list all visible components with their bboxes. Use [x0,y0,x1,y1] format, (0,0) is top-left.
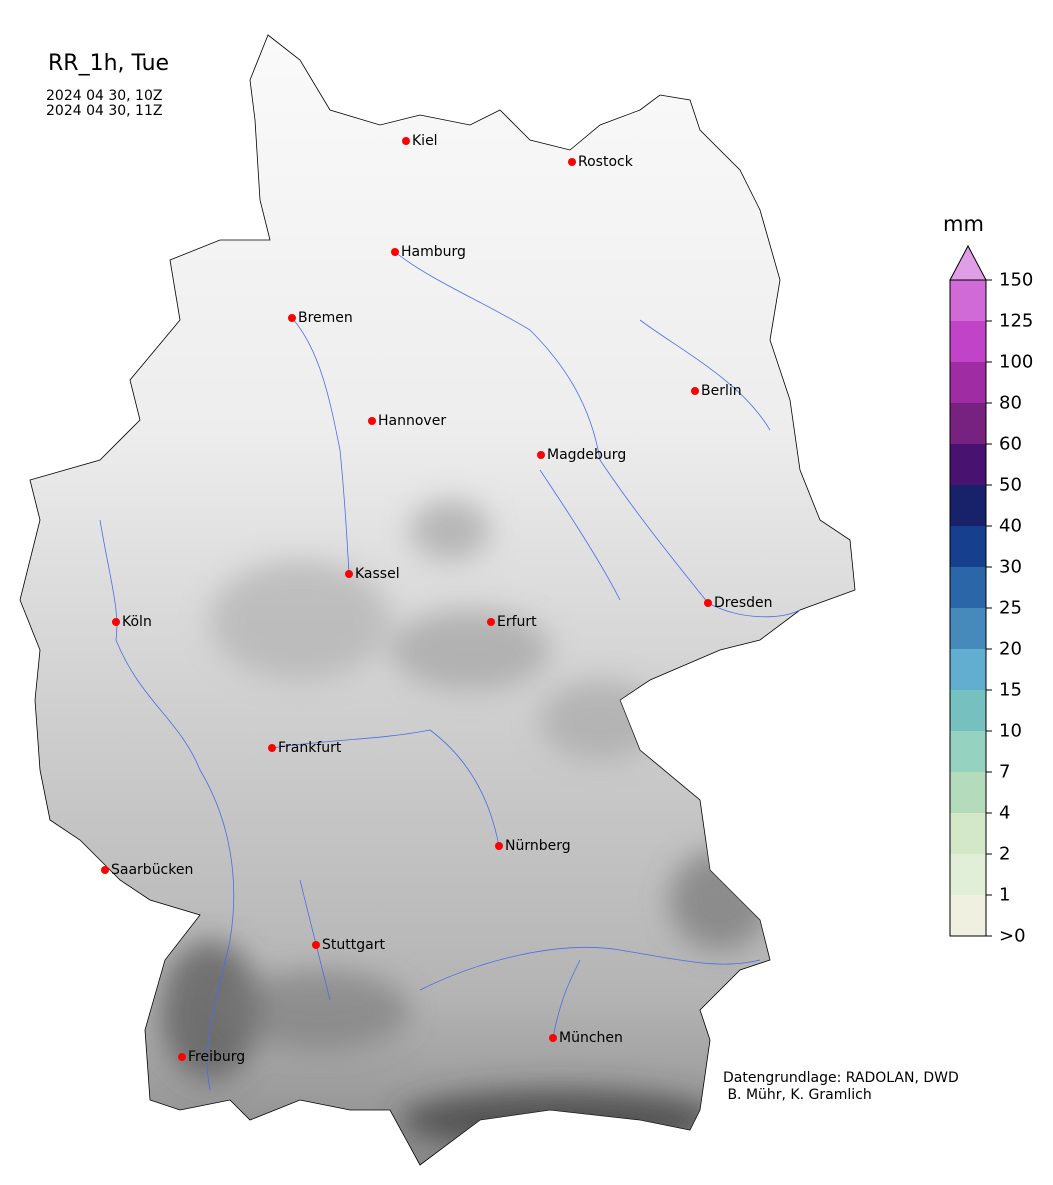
colorbar-segment [950,362,986,404]
colorbar-segment [950,321,986,363]
city-marker [178,1053,186,1061]
city-marker [549,1034,557,1042]
city-label: Hannover [378,413,447,429]
period-end: 2024 04 30, 11Z [46,103,163,119]
city-marker [391,248,399,256]
city-label: München [559,1030,623,1046]
city-marker [268,744,276,752]
city-label: Berlin [701,383,742,399]
colorbar [949,244,992,937]
colorbar-tick-label: 80 [999,392,1022,414]
city-label: Freiburg [188,1049,246,1065]
city-label: Hamburg [401,244,466,260]
city-label: Kiel [412,133,438,149]
colorbar-tick-label: 10 [999,720,1022,742]
city-marker [402,137,410,145]
city-label: Stuttgart [322,937,385,953]
city-label: Erfurt [497,614,537,630]
colorbar-tick-label: 150 [999,269,1034,291]
colorbar-segment [950,772,986,814]
colorbar-segment [950,403,986,445]
colorbar-tick-label: 1 [999,884,1011,906]
colorbar-segment [950,690,986,732]
city-marker [345,570,353,578]
city-marker [288,314,296,322]
colorbar-segment [950,813,986,855]
city-marker [368,417,376,425]
period-start: 2024 04 30, 10Z [46,88,163,104]
colorbar-tick-label: 7 [999,761,1011,783]
colorbar-tick-label: 20 [999,638,1022,660]
colorbar-segment [950,854,986,896]
colorbar-segment [950,485,986,527]
colorbar-segment [950,444,986,486]
colorbar-segment [950,280,986,322]
map-title: RR_1h, Tue [48,51,170,76]
colorbar-segment [950,731,986,773]
city-marker [704,599,712,607]
city-label: Frankfurt [278,740,342,756]
colorbar-tick-label: 125 [999,310,1034,332]
colorbar-tick-label: >0 [999,925,1026,947]
city-label: Rostock [578,154,633,170]
colorbar-tick-label: 40 [999,515,1022,537]
city-label: Bremen [298,310,353,326]
city-label: Nürnberg [505,838,571,854]
city-marker [495,842,503,850]
city-label: Kassel [355,566,400,582]
rivers [99,251,801,1091]
colorbar-segment [950,608,986,650]
city-marker [691,387,699,395]
city-label: Magdeburg [547,447,627,463]
colorbar-segment [950,567,986,609]
colorbar-extend-arrow [949,244,987,281]
colorbar-segment [950,526,986,568]
colorbar-segment [950,895,986,937]
city-marker [568,158,576,166]
city-marker [487,618,495,626]
colorbar-tick-label: 30 [999,556,1022,578]
city-label: Köln [122,614,152,630]
colorbar-tick-label: 15 [999,679,1022,701]
city-markers [101,137,712,1061]
colorbar-tick-label: 100 [999,351,1034,373]
city-marker [101,866,109,874]
colorbar-tick-label: 2 [999,843,1011,865]
city-label: Saarbücken [111,862,194,878]
city-marker [537,451,545,459]
city-marker [112,618,120,626]
colorbar-unit: mm [943,212,984,236]
colorbar-tick-label: 50 [999,474,1022,496]
colorbar-tick-label: 4 [999,802,1011,824]
city-marker [312,941,320,949]
city-label: Dresden [714,595,773,611]
colorbar-tick-label: 60 [999,433,1022,455]
credit-source: Datengrundlage: RADOLAN, DWD [723,1070,959,1086]
colorbar-segment [950,649,986,691]
colorbar-tick-label: 25 [999,597,1022,619]
credit-authors: B. Mühr, K. Gramlich [723,1087,872,1103]
